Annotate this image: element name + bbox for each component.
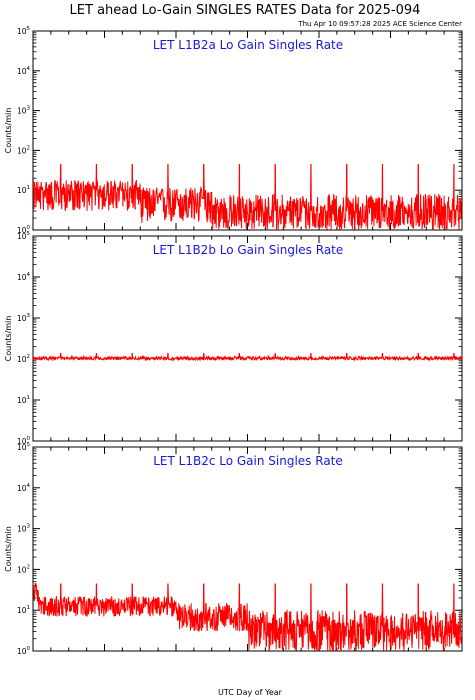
series-line bbox=[33, 164, 462, 230]
y-tick-label: 101 bbox=[17, 185, 30, 195]
y-tick-label: 103 bbox=[17, 524, 31, 534]
y-axis-label: Counts/min bbox=[4, 526, 13, 572]
y-tick-label: 100 bbox=[17, 225, 31, 235]
y-tick-label: 100 bbox=[17, 436, 31, 446]
series-line bbox=[33, 352, 462, 362]
y-tick-label: 104 bbox=[17, 272, 31, 282]
y-tick-label: 103 bbox=[17, 106, 31, 116]
y-tick-label: 103 bbox=[17, 313, 31, 323]
panels: 100 101 102 103 104 105 Counts/min LET L1B2a Lo… bbox=[4, 26, 463, 656]
y-tick-label: 101 bbox=[17, 605, 30, 615]
y-tick-label: 104 bbox=[17, 66, 31, 76]
y-tick-label: 105 bbox=[17, 442, 31, 452]
panel-3: 100 101 102 103 104 105 Counts/min LET L1B2c Lo… bbox=[4, 442, 463, 656]
y-tick-label: 102 bbox=[17, 354, 30, 364]
y-tick-label: 101 bbox=[17, 395, 30, 405]
y-tick-label: 102 bbox=[17, 564, 30, 574]
panel-1: 100 101 102 103 104 105 Counts/min LET L1B2a Lo… bbox=[4, 26, 463, 235]
figure-title: LET ahead Lo-Gain SINGLES RATES Data for… bbox=[70, 3, 421, 18]
y-tick-label: 105 bbox=[17, 26, 31, 36]
y-tick-label: 105 bbox=[17, 231, 31, 241]
panel-title: LET L1B2b Lo Gain Singles Rate bbox=[153, 243, 344, 257]
y-tick-label: 104 bbox=[17, 483, 31, 493]
y-axis-label: Counts/min bbox=[4, 108, 13, 154]
y-tick-label: 100 bbox=[17, 646, 31, 656]
series-line bbox=[33, 582, 462, 651]
timestamp: Thu Apr 10 09:57:28 2025 ACE Science Cen… bbox=[297, 20, 462, 28]
panel-title: LET L1B2a Lo Gain Singles Rate bbox=[153, 38, 343, 52]
panel-2: 100 101 102 103 104 105 Counts/min LET L1B2b Lo… bbox=[4, 231, 463, 446]
y-axis-label: Counts/min bbox=[4, 316, 13, 362]
panel-title: LET L1B2c Lo Gain Singles Rate bbox=[153, 454, 343, 468]
y-tick-label: 102 bbox=[17, 145, 30, 155]
x-axis-label: UTC Day of Year bbox=[218, 688, 283, 697]
